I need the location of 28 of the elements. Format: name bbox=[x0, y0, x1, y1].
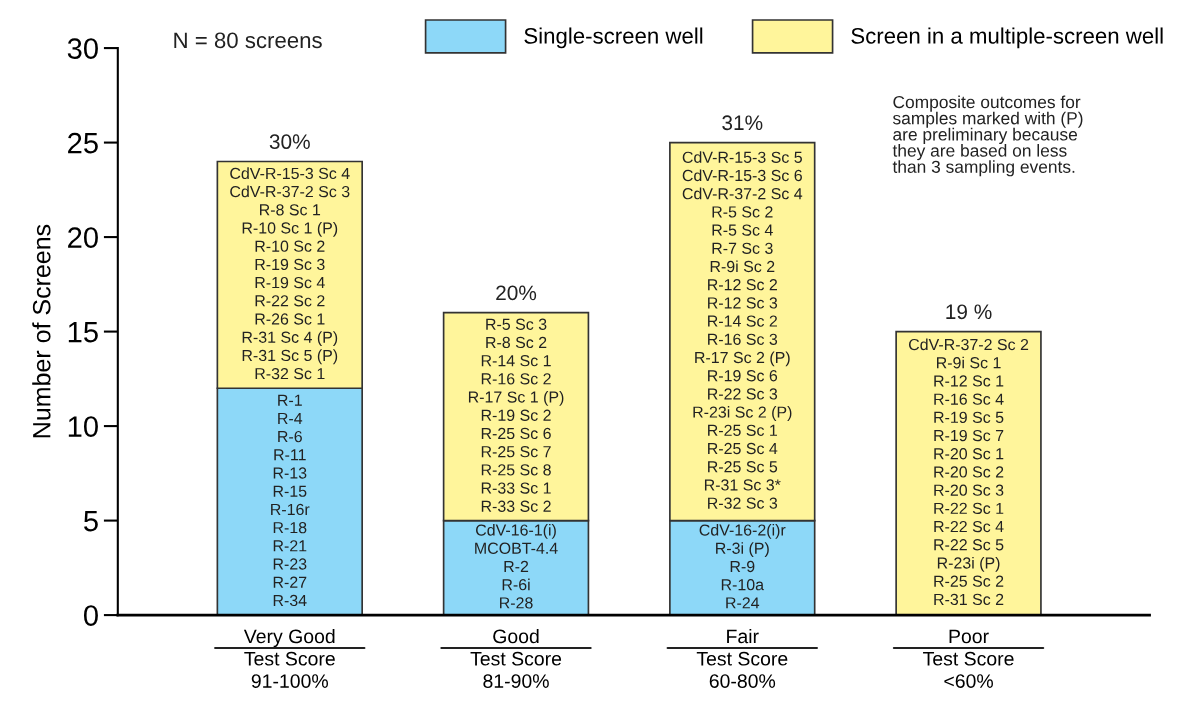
y-tick-label: 20 bbox=[68, 227, 98, 248]
y-tick-label: 15 bbox=[68, 322, 98, 343]
y-tick-label: 25 bbox=[68, 132, 98, 154]
annotation: 19 % bbox=[946, 304, 992, 320]
text: CdV-R-37-2 Sc 2 R-9i Sc 1 R-12 Sc 1 R-16 Sc 4 R-19 Sc 5 R-19 Sc 7 R-20 Sc 1 R-20 Sc 2 R-20 Sc 3 R-22 Sc 1 R-22 Sc 4 R-22 Sc 5 R-23i (P) R-25 Sc 2 R-31 Sc 2 bbox=[908, 338, 1029, 606]
x-tick-label: Poor Test Score <60% bbox=[923, 629, 1014, 688]
annotation: Composite outcomes for samples marked with (P) are preliminary because they are based on less than 3 sampling events. bbox=[892, 95, 1083, 177]
x-tick-label: Very Good Test Score 91-100% bbox=[243, 628, 335, 688]
x-tick-label: Good Test Score 81-90% bbox=[470, 628, 562, 688]
y-tick-label: 5 bbox=[84, 511, 98, 532]
legend-label: Single-screen well bbox=[524, 27, 703, 49]
annotation: 20% bbox=[496, 285, 537, 301]
text: R-5 Sc 3 R-8 Sc 2 R-14 Sc 1 R-16 Sc 2 R-17 Sc 1 (P) R-19 Sc 2 R-25 Sc 6 R-25 Sc 7 R-25 Sc 8 R-33 Sc 1 R-33 Sc 2 bbox=[468, 318, 564, 512]
y-tick-label: 10 bbox=[68, 416, 98, 437]
y-axis-title: Number of Screens bbox=[32, 224, 51, 438]
x-tick-label: Fair Test Score 60-80% bbox=[696, 628, 788, 688]
annotation: N = 80 screens bbox=[174, 32, 322, 49]
y-tick-label: 30 bbox=[67, 38, 98, 59]
text: CdV-R-15-3 Sc 5 CdV-R-15-3 Sc 6 CdV-R-37-2 Sc 4 R-5 Sc 2 R-5 Sc 4 R-7 Sc 3 R-9i Sc 2 R-12 Sc 2 R-12 Sc 3 R-14 Sc 2 R-16 Sc 3 R-17 Sc 2 (P) R-19 Sc 6 R-22 Sc 3 R-23i Sc 2 (P) R-25 Sc 1 R-25 Sc 4 R-25 Sc 5 R-31 Sc 3* R-32 Sc 3 bbox=[682, 151, 803, 509]
annotation: 31% bbox=[722, 115, 763, 131]
data-label: CdV-16-2(i)r R-3i (P) R-9 R-10a R-24 bbox=[699, 523, 786, 609]
legend-label: Screen in a multiple-screen well bbox=[851, 27, 1163, 49]
annotation: 30% bbox=[269, 134, 310, 150]
text: CdV-R-15-3 Sc 4 CdV-R-37-2 Sc 3 R-8 Sc 1 R-10 Sc 1 (P) R-10 Sc 2 R-19 Sc 3 R-19 Sc 4 R-22 Sc 2 R-26 Sc 1 R-31 Sc 4 (P) R-31 Sc 5 (P) R-32 Sc 1 bbox=[230, 167, 350, 380]
text: R-1 R-4 R-6 R-11 R-13 R-15 R-16r R-18 R-21 R-23 R-27 R-34 bbox=[271, 394, 310, 607]
bar bbox=[895, 330, 1042, 616]
y-tick-label: 0 bbox=[83, 605, 98, 626]
data-label: CdV-16-1(i) MCOBT-4.4 R-2 R-6i R-28 bbox=[475, 523, 558, 609]
